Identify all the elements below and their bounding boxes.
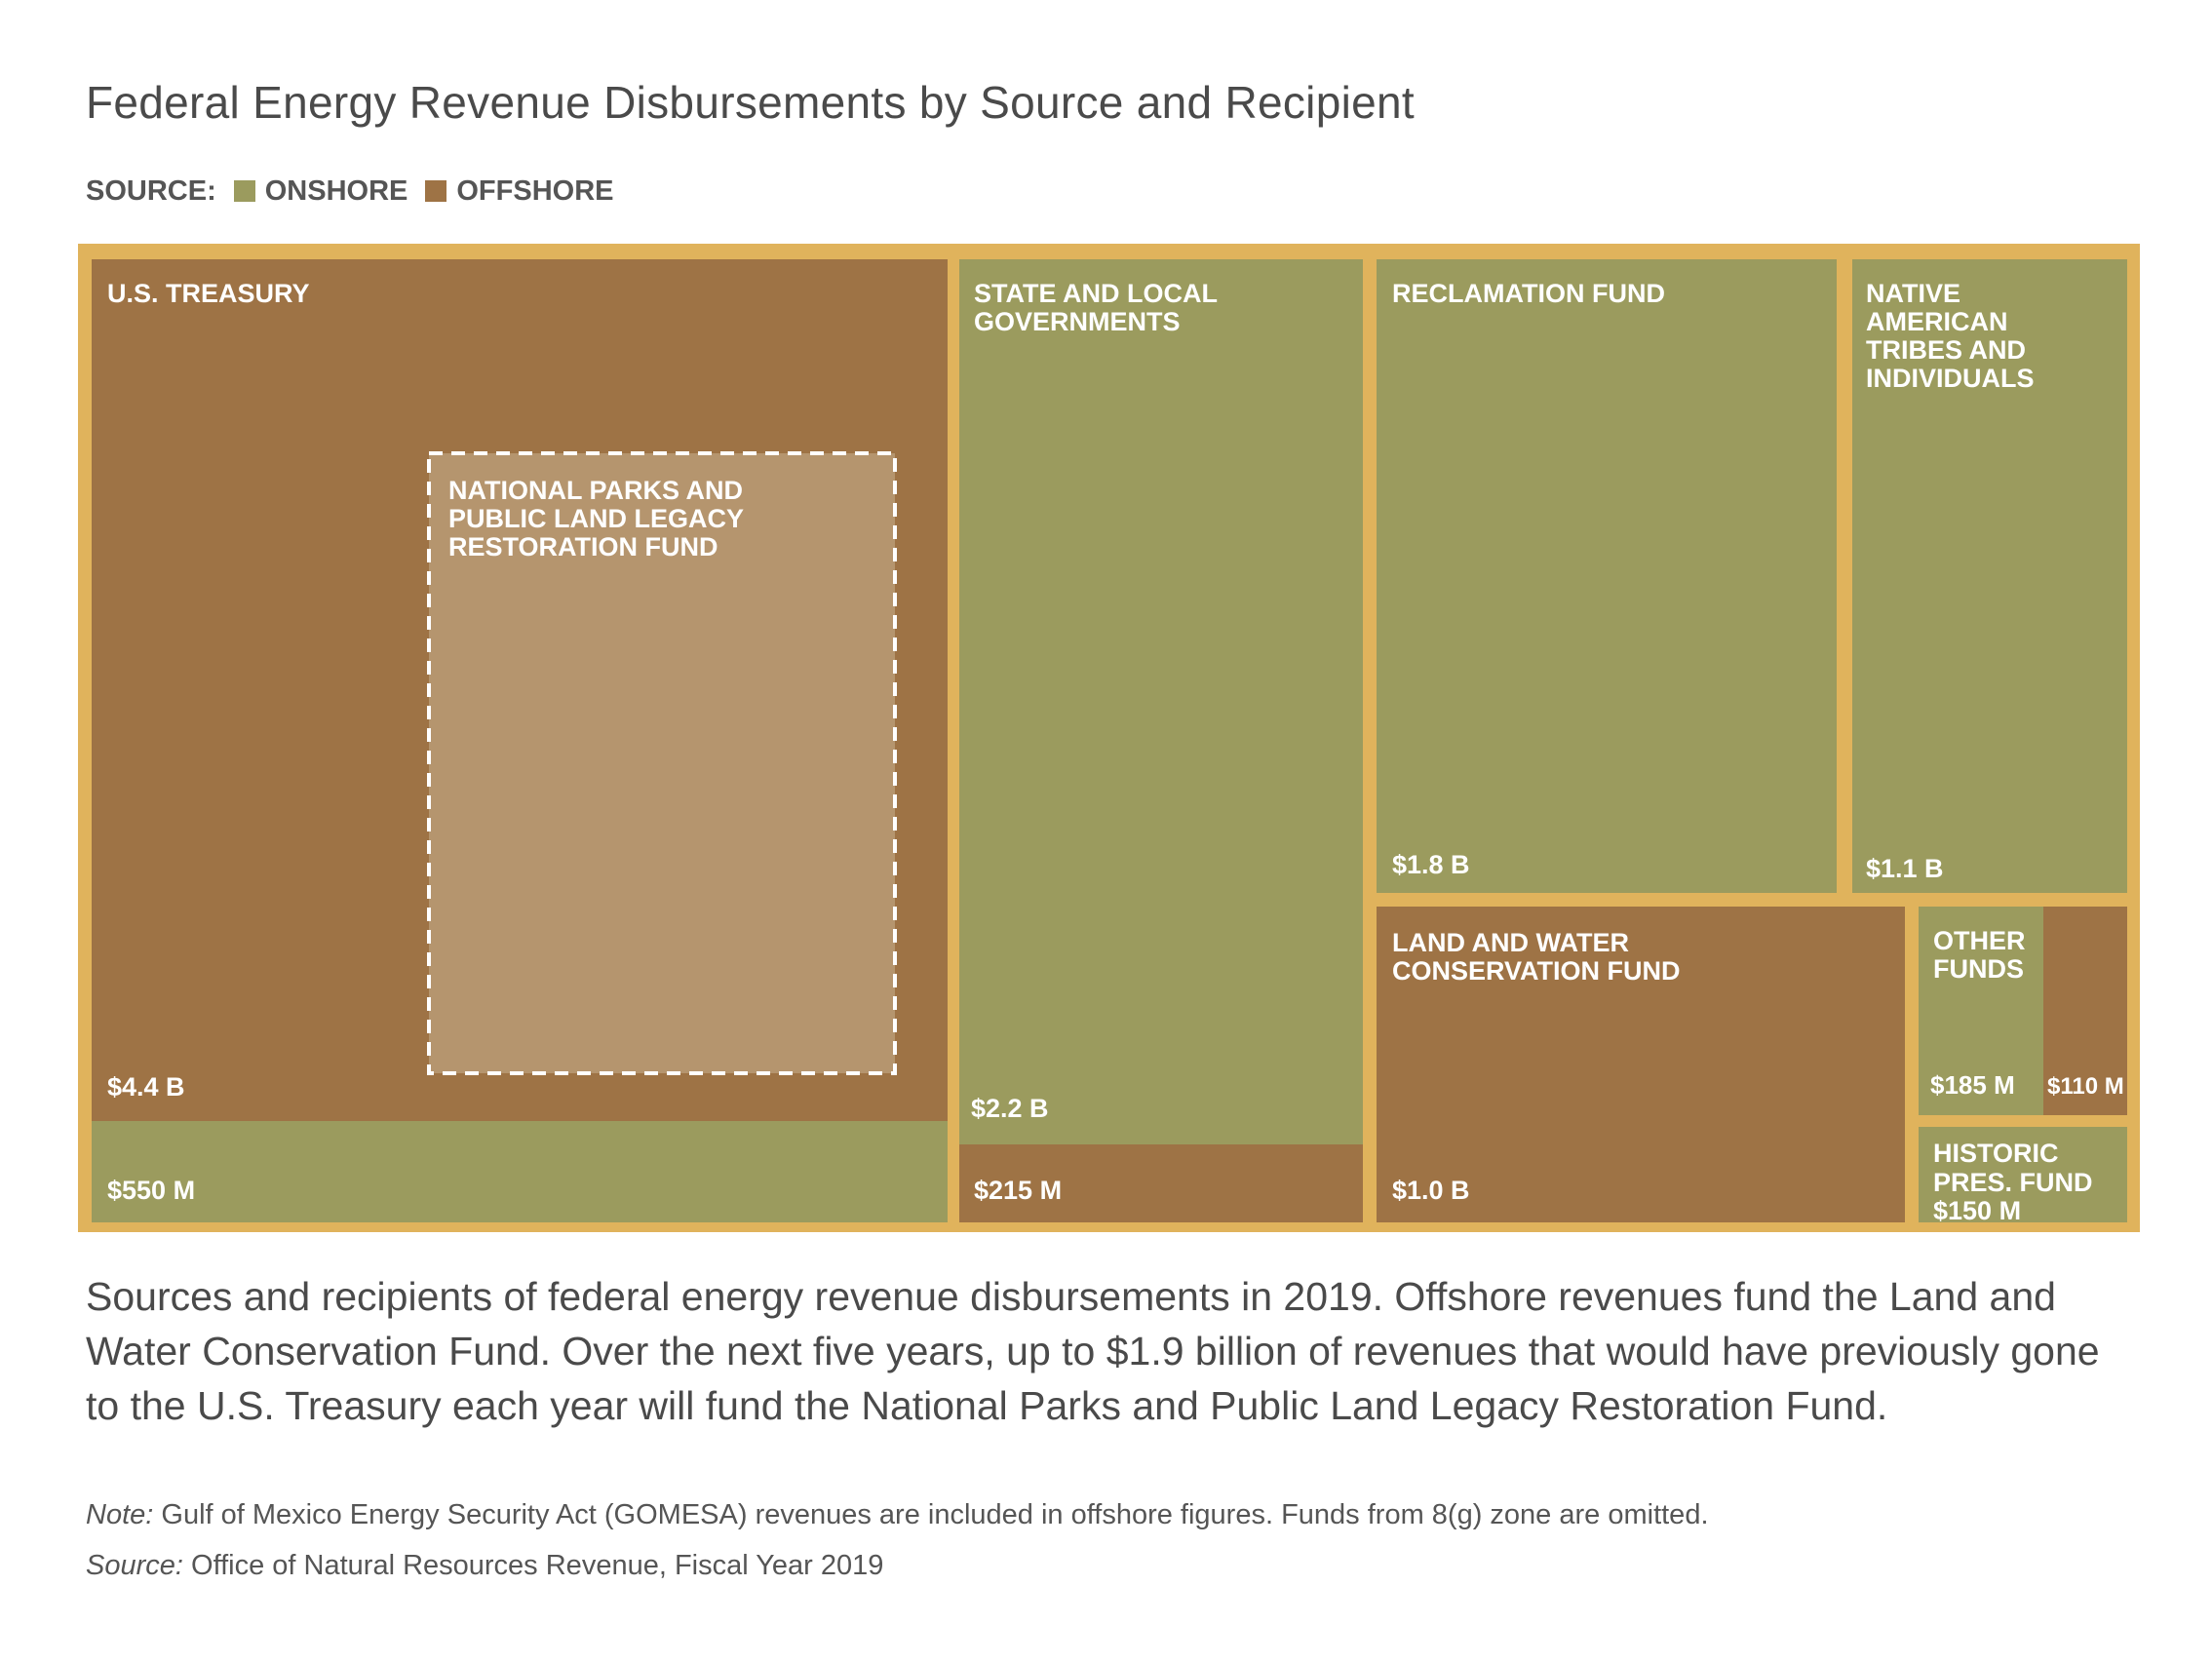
label-lwcf-line2: CONSERVATION FUND [1392,956,1681,986]
legend-swatch-onshore [233,180,255,202]
value-other-onshore: $185 M [1930,1070,2015,1100]
legend-text-onshore: ONSHORE [264,174,408,207]
source-label: Source: [86,1550,183,1581]
label-legacy-line3: RESTORATION FUND [448,532,718,561]
label-native-line3: TRIBES AND [1866,335,2026,365]
value-reclamation: $1.8 B [1392,850,1470,879]
tile-state-offshore [959,1144,1363,1222]
legend-label: SOURCE: [86,174,216,207]
label-reclamation: RECLAMATION FUND [1392,279,1665,308]
label-other-line2: FUNDS [1933,954,2024,984]
source-note: Source: Office of Natural Resources Reve… [86,1550,883,1582]
value-lwcf: $1.0 B [1392,1176,1470,1205]
label-lwcf-line1: LAND AND WATER [1392,928,1629,957]
caption: Sources and recipients of federal energy… [86,1274,2100,1428]
legend-text-offshore: OFFSHORE [456,174,614,207]
legend-item-offshore: OFFSHORE [425,174,614,208]
value-historic: $150 M [1933,1196,2021,1225]
label-historic-line1: HISTORIC [1933,1139,2059,1168]
tile-lwcf [1377,907,1905,1222]
label-historic-line2: PRES. FUND [1933,1168,2093,1197]
note-label: Note: [86,1499,154,1530]
value-native: $1.1 B [1866,854,1944,883]
label-native-line1: NATIVE [1866,279,1960,308]
label-other-line1: OTHER [1933,926,2026,955]
note-text: Gulf of Mexico Energy Security Act (GOME… [153,1499,1709,1530]
tile-native [1852,259,2127,893]
legend-item-onshore: ONSHORE [233,174,408,208]
label-treasury: U.S. TREASURY [107,279,310,308]
value-state-offshore: $215 M [974,1176,1062,1205]
treemap-svg: U.S. TREASURY NATIONAL PARKS AND PUBLIC … [78,244,2140,1232]
tile-other-offshore [2043,907,2127,1115]
label-state-line1: STATE AND LOCAL [974,279,1218,308]
value-treasury-onshore: $550 M [107,1176,195,1205]
note: Note: Gulf of Mexico Energy Security Act… [86,1499,1709,1531]
label-legacy-line1: NATIONAL PARKS AND [448,476,743,505]
label-native-line2: AMERICAN [1866,307,2008,336]
value-state-onshore: $2.2 B [971,1094,1049,1123]
legend: SOURCE: ONSHORE OFFSHORE [86,172,614,211]
chart-title: Federal Energy Revenue Disbursements by … [86,77,1415,128]
label-native-line4: INDIVIDUALS [1866,364,2035,393]
tile-legacy-fund [427,451,897,1075]
tile-other-onshore [1919,907,2043,1115]
label-state-line2: GOVERNMENTS [974,307,1181,336]
treemap-chart: U.S. TREASURY NATIONAL PARKS AND PUBLIC … [78,244,2140,1232]
tile-state-onshore [959,259,1363,1144]
value-other-offshore: $110 M [2047,1073,2124,1100]
label-legacy-line2: PUBLIC LAND LEGACY [448,504,744,533]
source-text: Office of Natural Resources Revenue, Fis… [182,1550,884,1581]
tile-treasury-onshore [92,1121,948,1222]
tile-historic [1919,1127,2127,1222]
legend-swatch-offshore [425,180,447,202]
tile-reclamation [1377,259,1837,893]
value-treasury-offshore: $4.4 B [107,1072,185,1102]
